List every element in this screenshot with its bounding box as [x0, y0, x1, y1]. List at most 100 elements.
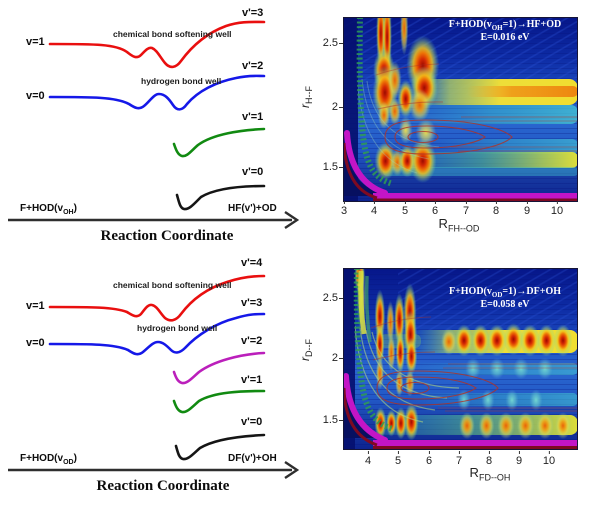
- tr-xtick-3: 3: [340, 201, 348, 217]
- tl-product-label: HF(v')+OD: [228, 203, 277, 214]
- br-xtick-6: 6: [425, 451, 433, 467]
- density-hotspot-orange: [536, 412, 554, 440]
- tl-curve-vp1-green: [172, 127, 266, 158]
- density-hotspot-red: [487, 324, 507, 357]
- density-hotspot-orange: [478, 412, 495, 440]
- br-ytick-2p5: 2.5: [316, 292, 343, 304]
- bl-well-upper-annotation: chemical bond softening well: [113, 280, 232, 290]
- tl-curve-v0-blue: [48, 74, 266, 111]
- bl-vp3-label: v'=3: [241, 297, 263, 309]
- tr-ytick-1p5: 1.5: [316, 161, 343, 173]
- density-hotspot-red: [503, 323, 524, 356]
- bl-reactant-sub: OD: [63, 459, 74, 466]
- density-hotspot-teal: [529, 389, 543, 411]
- tr-red-contours: [375, 63, 578, 155]
- density-hotspot-red: [537, 324, 556, 357]
- density-hotspot-orange: [388, 61, 402, 100]
- density-hotspot-orange: [388, 97, 401, 126]
- br-xtick-10: 10: [542, 451, 556, 467]
- tr-ytick-2: 2: [316, 101, 343, 113]
- br-diagonal-contours: [398, 268, 578, 330]
- density-hotspot-red: [471, 324, 490, 357]
- tl-reaction-axis-arrow: [8, 211, 300, 229]
- bl-v1-label: v=1: [26, 300, 45, 312]
- density-hotspot-red: [553, 324, 573, 357]
- br-ytick-1p5: 1.5: [316, 414, 343, 426]
- tl-reactant-label: F+HOD(vOH): [20, 203, 77, 216]
- heatmap-bottom-right: [343, 268, 578, 450]
- tr-xtick-6: 6: [431, 201, 439, 217]
- br-xtick-4: 4: [364, 451, 372, 467]
- density-hotspot-teal: [481, 389, 495, 411]
- bl-reaction-axis-arrow: [8, 461, 300, 479]
- density-hotspot-teal: [505, 389, 519, 411]
- tr-repulsive-edge-bands: [343, 130, 578, 202]
- bl-v0-label: v=0: [26, 337, 45, 349]
- density-hotspot-red: [454, 324, 474, 357]
- br-ytick-2: 2: [316, 352, 343, 364]
- density-hotspot-red: [395, 407, 407, 440]
- tr-yaxis-label: rH--F: [297, 86, 315, 108]
- bl-vp2-label: v'=2: [241, 335, 263, 347]
- bl-curve-vp0-black: [174, 433, 266, 461]
- bl-curve-v1-red: [48, 274, 266, 322]
- br-fan-contours: [354, 325, 460, 423]
- br-xtick-9: 9: [515, 451, 523, 467]
- br-title-block: F+HOD(vOD=1)→DF+OH E=0.058 eV: [410, 286, 600, 310]
- tl-vp2-label: v'=2: [242, 60, 264, 72]
- tl-curve-v1-red: [48, 20, 266, 69]
- br-red-contours: [370, 316, 578, 412]
- density-hotspot-red: [404, 403, 419, 441]
- tr-xtick-9: 9: [523, 201, 531, 217]
- tl-well-lower-annotation: hydrogen bond well: [141, 76, 222, 86]
- tl-reactant-text: F+HOD(v: [20, 203, 64, 214]
- density-hotspot-red: [405, 337, 418, 375]
- density-hotspot-red: [520, 324, 540, 357]
- br-xtick-7: 7: [455, 451, 463, 467]
- density-hotspot-orange: [497, 412, 515, 440]
- bl-reactant-close: ): [73, 453, 77, 464]
- density-hotspot-orange: [459, 412, 475, 440]
- tr-blob-layer: [372, 17, 440, 183]
- br-xtick-5: 5: [394, 451, 402, 467]
- br-yaxis-label: rD--F: [297, 339, 315, 361]
- tl-reactant-close: ): [73, 203, 77, 214]
- density-hotspot-red: [386, 409, 397, 437]
- density-hotspot-teal: [513, 357, 529, 380]
- br-title: F+HOD(vOD=1)→DF+OH: [448, 286, 562, 299]
- density-hotspot-red: [395, 331, 405, 375]
- bl-vp1-label: v'=1: [241, 374, 263, 386]
- tl-curve-vp0-black: [175, 184, 266, 211]
- tr-title: F+HOD(vOH=1)→HF+OD: [448, 19, 562, 32]
- tr-xtick-7: 7: [462, 201, 470, 217]
- density-hotspot-orange: [555, 412, 571, 440]
- tr-title-block: F+HOD(vOH=1)→HF+OD E=0.016 eV: [410, 19, 600, 43]
- density-hotspot-orange: [375, 357, 384, 390]
- tr-xtick-5: 5: [401, 201, 409, 217]
- br-plot-frame: [343, 268, 578, 450]
- bl-diagram-canvas: [8, 274, 300, 479]
- density-hotspot-teal: [489, 357, 505, 380]
- density-hotspot-orange: [377, 101, 391, 129]
- bl-reactant-text: F+HOD(v: [20, 453, 64, 464]
- tr-energy-label: E=0.016 eV: [480, 32, 530, 43]
- density-hotspot-teal: [465, 357, 481, 380]
- tl-v0-label: v=0: [26, 90, 45, 102]
- tl-axis-title: Reaction Coordinate: [100, 228, 234, 244]
- bl-vp0-label: v'=0: [241, 416, 263, 428]
- tr-ytick-2p5: 2.5: [316, 37, 343, 49]
- br-repulsive-edge-bands: [343, 373, 578, 450]
- bl-vp4-label: v'=4: [241, 257, 263, 269]
- bl-curve-vp2-magenta: [172, 351, 266, 385]
- tl-well-upper-annotation: chemical bond softening well: [113, 29, 232, 39]
- tr-density-bands: [383, 79, 578, 176]
- br-xtick-8: 8: [485, 451, 493, 467]
- br-energy-label: E=0.058 eV: [480, 299, 530, 310]
- tl-diagram-canvas: [8, 20, 300, 229]
- density-hotspot-yellow: [398, 116, 413, 144]
- tl-reactant-sub: OH: [63, 209, 74, 216]
- tr-xaxis-label: RFH--OD: [438, 216, 480, 234]
- heatmap-top-right: [343, 17, 578, 202]
- tl-vp3-label: v'=3: [242, 7, 264, 19]
- tl-vp0-label: v'=0: [242, 166, 264, 178]
